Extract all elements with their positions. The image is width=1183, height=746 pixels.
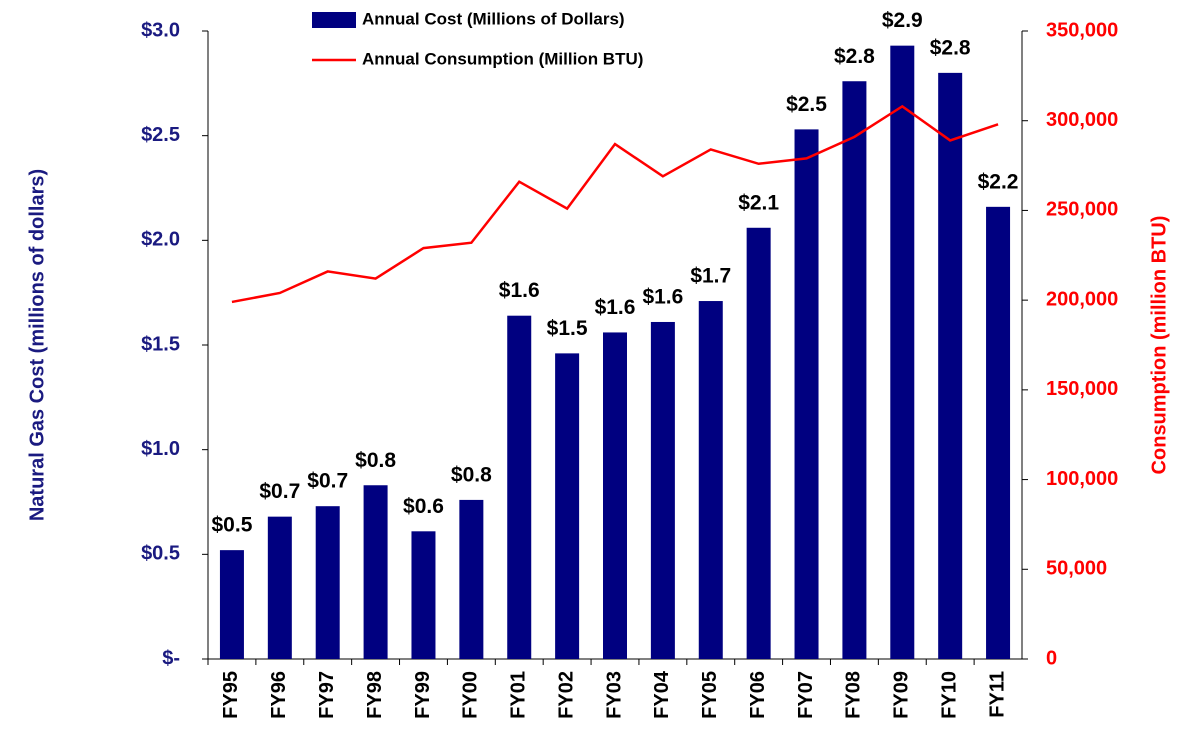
bar (938, 72, 963, 659)
y2-tick-label: 300,000 (1046, 109, 1118, 131)
y-tick-label: $- (162, 647, 180, 669)
data-label: $1.5 (547, 317, 588, 340)
y-tick-label: $2.5 (141, 124, 180, 146)
data-label: $2.8 (930, 36, 971, 59)
x-tick-label: FY99 (412, 671, 434, 719)
y-tick-label: $0.5 (141, 543, 180, 565)
bar (363, 485, 388, 659)
data-label: $0.6 (403, 495, 444, 518)
bar (459, 499, 484, 659)
bar (890, 45, 915, 660)
x-tick-label: FY01 (508, 671, 530, 719)
y2-tick-label: 150,000 (1046, 378, 1118, 400)
x-tick-label: FY96 (268, 671, 290, 719)
data-label: $2.1 (738, 191, 779, 214)
bar (267, 516, 292, 659)
y2-axis-title: Consumption (million BTU) (1148, 216, 1170, 475)
y-tick-label: $3.0 (141, 19, 180, 41)
data-label: $2.9 (882, 9, 923, 32)
x-tick-label: FY07 (795, 671, 817, 719)
y2-tick-label: 100,000 (1046, 468, 1118, 490)
line (231, 104, 999, 304)
legend-label: Annual Cost (Millions of Dollars) (362, 9, 625, 28)
bar (698, 301, 723, 659)
x-tick-label: FY08 (843, 671, 865, 719)
legend-swatch (312, 12, 356, 28)
data-label: $2.5 (786, 93, 827, 116)
y-tick-label: $2.0 (141, 229, 180, 251)
bar (986, 206, 1011, 659)
bar (746, 227, 771, 660)
y2-tick-label: 0 (1046, 647, 1057, 669)
bar (219, 550, 244, 659)
bar (507, 315, 532, 659)
y2-tick-label: 200,000 (1046, 288, 1118, 310)
legend-label: Annual Consumption (Million BTU) (362, 49, 643, 68)
data-label: $2.8 (834, 45, 875, 68)
x-tick-label: FY05 (699, 671, 721, 719)
bar (411, 531, 436, 659)
y2-tick-label: 250,000 (1046, 199, 1118, 221)
y-axis-title: Natural Gas Cost (millions of dollars) (26, 169, 48, 521)
x-tick-label: FY10 (938, 671, 960, 719)
x-tick-label: FY95 (220, 671, 242, 719)
data-label: $0.7 (259, 480, 300, 503)
x-tick-label: FY11 (986, 671, 1008, 718)
data-label: $1.6 (499, 279, 540, 302)
bar (794, 129, 819, 660)
x-tick-label: FY00 (460, 671, 482, 719)
x-tick-label: FY97 (316, 671, 338, 719)
x-tick-label: FY04 (651, 670, 673, 719)
x-tick-label: FY03 (603, 671, 625, 719)
data-label: $1.6 (642, 286, 683, 309)
bar (842, 81, 867, 660)
data-label: $2.2 (978, 170, 1019, 193)
y-tick-label: $1.5 (141, 333, 180, 355)
x-tick-label: FY02 (555, 671, 577, 719)
y-tick-label: $1.0 (141, 438, 180, 460)
y2-tick-label: 350,000 (1046, 19, 1118, 41)
x-tick-label: FY06 (747, 671, 769, 719)
y2-tick-label: 50,000 (1046, 558, 1107, 580)
x-tick-label: FY09 (891, 671, 913, 719)
data-label: $1.6 (595, 296, 636, 319)
data-label: $0.5 (212, 514, 253, 537)
data-label: $0.7 (307, 470, 348, 493)
x-tick-label: FY98 (364, 671, 386, 719)
data-label: $0.8 (355, 449, 396, 472)
bar (315, 506, 340, 659)
data-label: $0.8 (451, 463, 492, 486)
bar (555, 353, 580, 659)
bar (650, 321, 675, 659)
bar (603, 332, 627, 659)
data-label: $1.7 (690, 265, 731, 288)
